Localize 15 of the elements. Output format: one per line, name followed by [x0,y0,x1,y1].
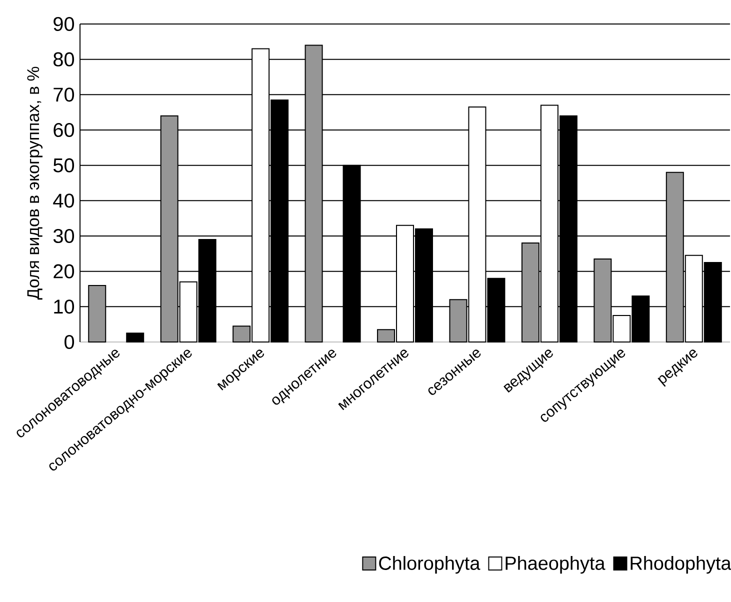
y-axis-title: Доля видов в экогруппах, в % [27,66,43,300]
y-tick-label: 60 [54,122,74,138]
y-tick-label: 90 [54,16,74,32]
bar [126,332,144,342]
y-tick-label: 80 [54,52,74,66]
legend-label: Phaeophyta [506,556,606,574]
y-tick-label: 0 [64,334,74,350]
y-tick-label: 70 [54,88,74,102]
y-tick-label: 50 [53,158,74,172]
y-tick-label: 40 [53,194,74,208]
y-tick-label: 30 [53,228,74,244]
y-tick-label: 10 [54,300,74,314]
y-tick-label: 20 [54,264,74,278]
legend-label: Rhodophyta [630,556,731,574]
legend-label: Chlorophyta [379,556,480,574]
